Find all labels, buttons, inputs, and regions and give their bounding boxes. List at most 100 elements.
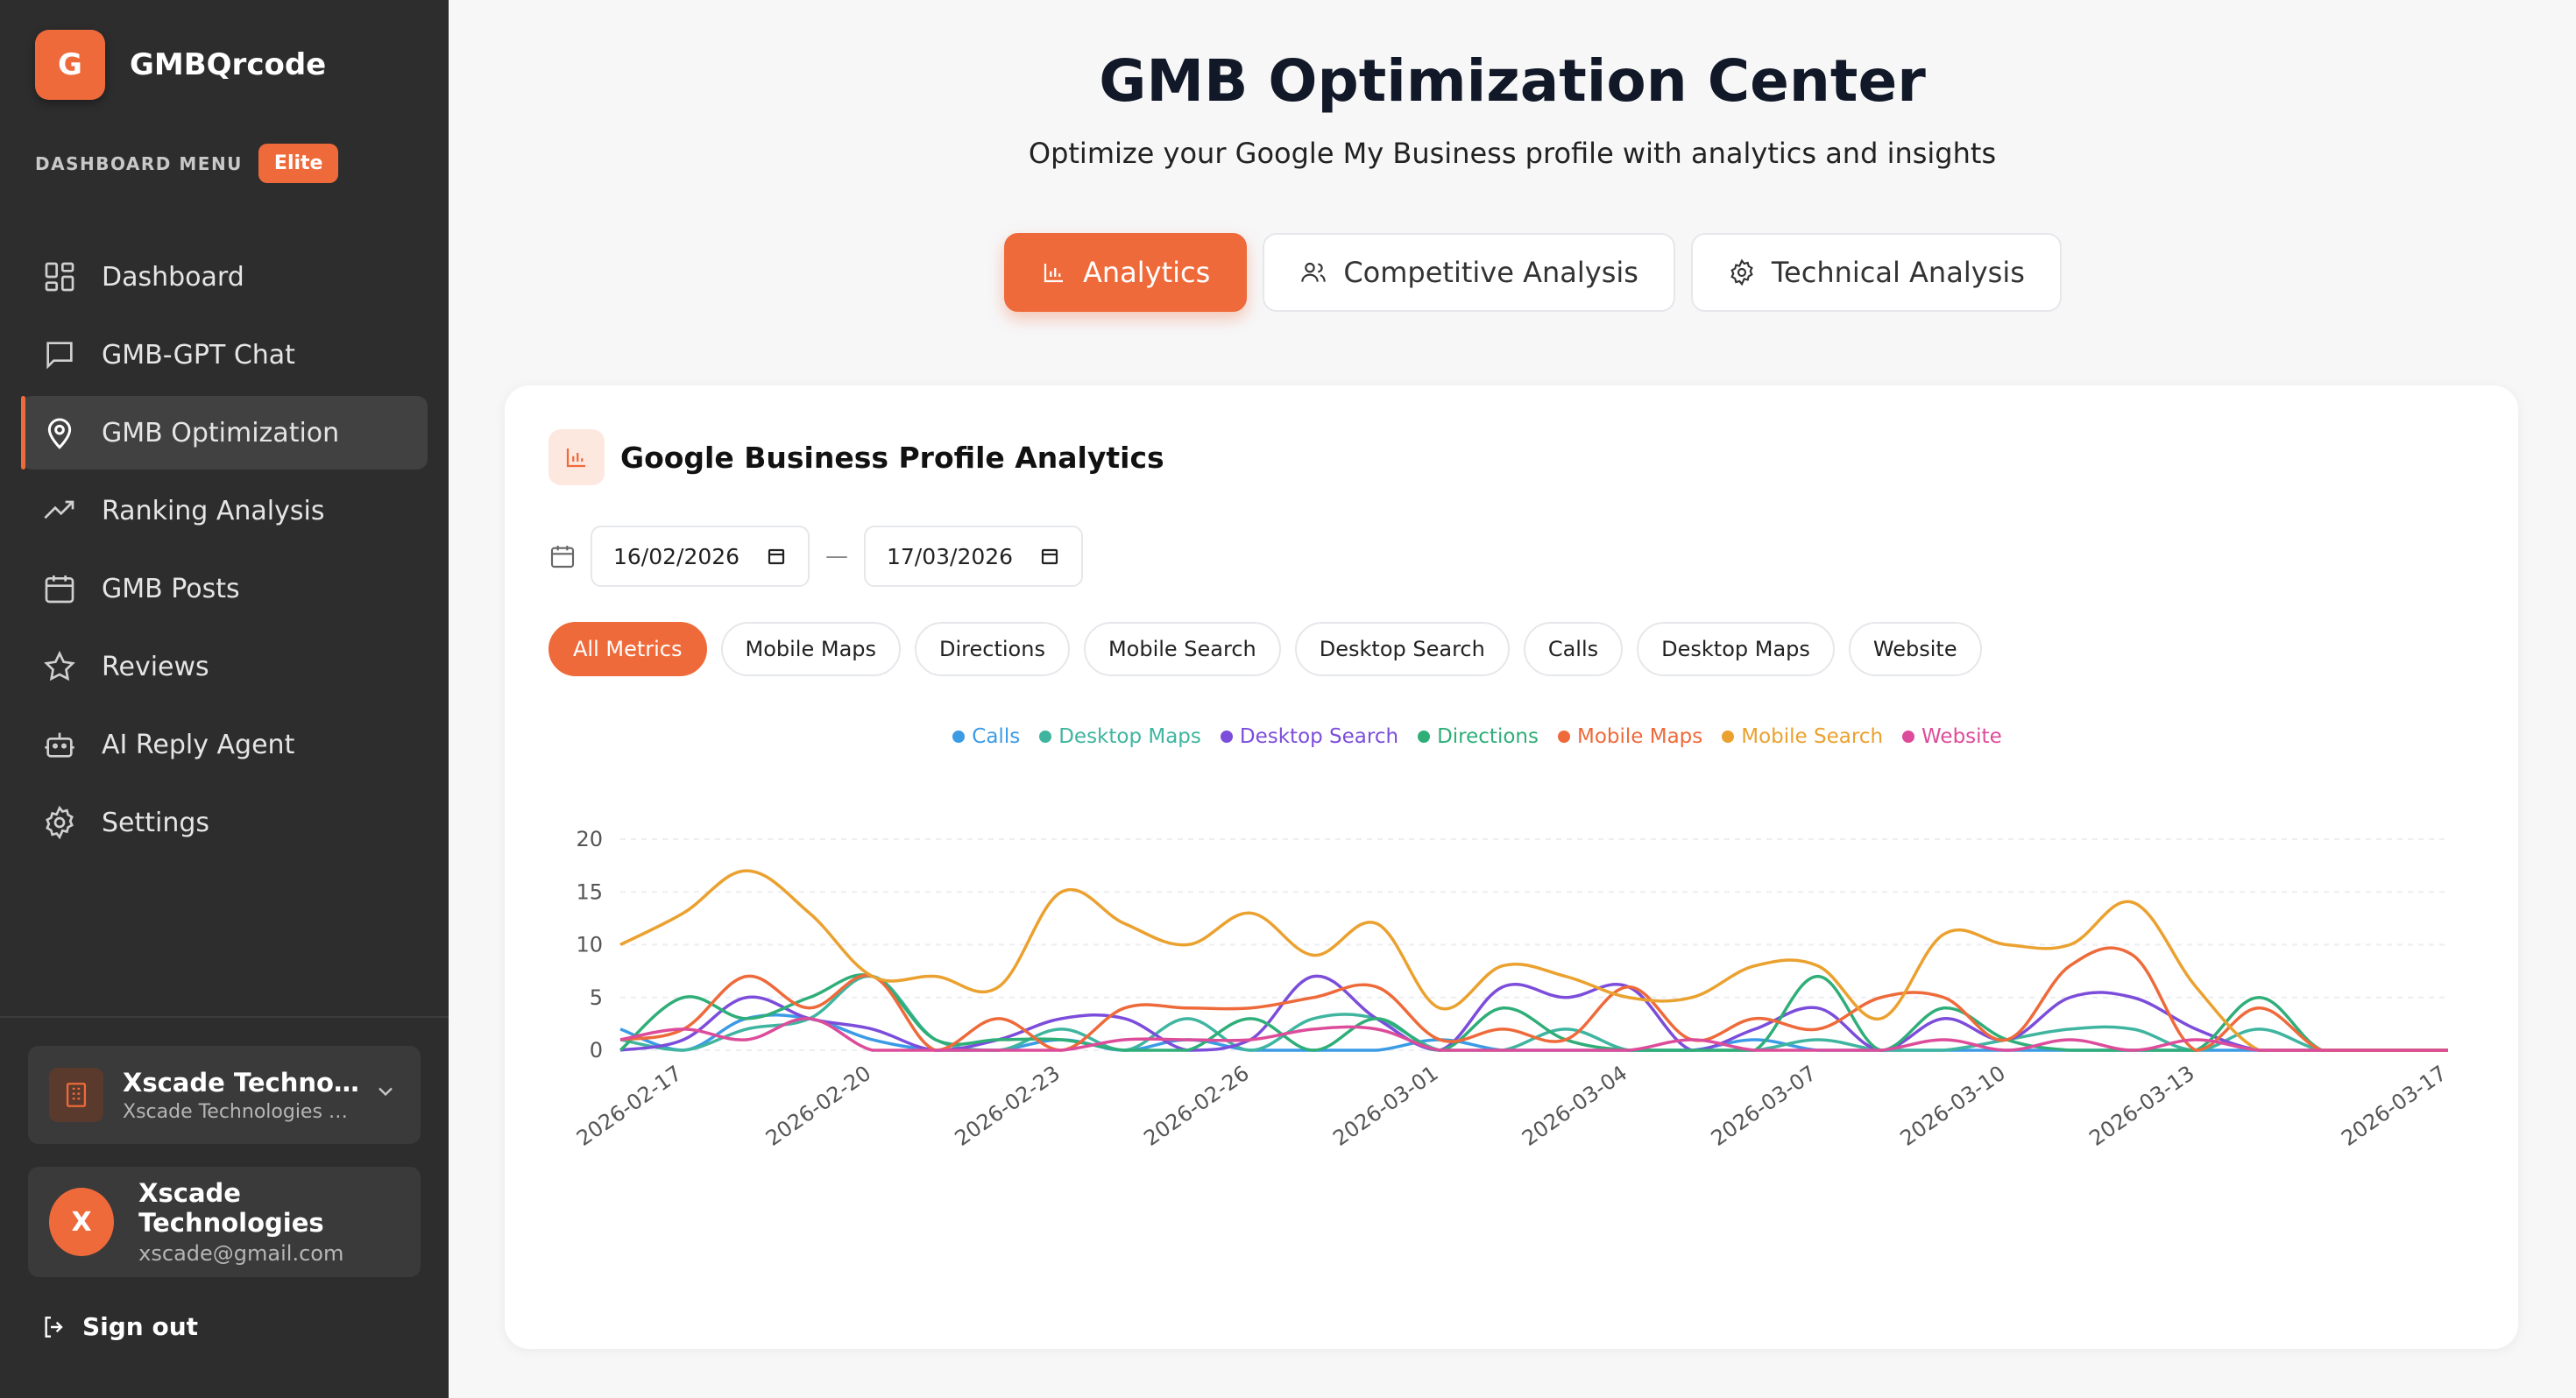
brand-logo: G [35, 30, 105, 100]
x-tick-label: 2026-03-17 [2337, 1061, 2451, 1151]
legend-label: Website [1921, 725, 2002, 748]
filter-calls[interactable]: Calls [1523, 622, 1624, 676]
legend-item[interactable]: Website [1902, 725, 2002, 748]
filter-mobile-maps[interactable]: Mobile Maps [720, 622, 902, 676]
calendar-icon[interactable] [1039, 546, 1060, 567]
business-selector[interactable]: Xscade Technolog... Xscade Technologies … [28, 1046, 421, 1144]
x-tick-label: 2026-02-26 [1139, 1061, 1253, 1151]
series-line-mobile-search[interactable] [619, 869, 2448, 1052]
filter-desktop-maps[interactable]: Desktop Maps [1637, 622, 1835, 676]
legend-label: Directions [1437, 725, 1539, 748]
main-content: GMB Optimization Center Optimize your Go… [449, 0, 2576, 1398]
gear-icon [1730, 258, 1753, 286]
legend-label: Calls [972, 725, 1021, 748]
sign-out-icon [45, 1316, 63, 1338]
x-tick-label: 2026-02-17 [572, 1061, 686, 1151]
sidebar-item-label: Settings [102, 807, 210, 838]
page-subtitle: Optimize your Google My Business profile… [1028, 137, 1997, 170]
menu-heading-label: DASHBOARD MENU [35, 152, 243, 174]
filter-desktop-search[interactable]: Desktop Search [1294, 622, 1510, 676]
x-tick-label: 2026-02-23 [951, 1061, 1065, 1151]
sidebar-item-reviews[interactable]: Reviews [21, 630, 428, 703]
brand-name: GMBQrcode [130, 47, 327, 82]
sidebar-divider [0, 1016, 449, 1018]
x-tick-label: 2026-03-13 [2084, 1061, 2198, 1151]
sign-out-button[interactable]: Sign out [40, 1312, 198, 1341]
tab-competitive-analysis[interactable]: Competitive Analysis [1263, 233, 1675, 312]
avatar: X [49, 1188, 115, 1256]
filter-all-metrics[interactable]: All Metrics [548, 622, 707, 676]
legend-item[interactable]: Directions [1418, 725, 1539, 748]
gear-icon [42, 805, 77, 840]
x-tick-label: 2026-03-01 [1328, 1061, 1442, 1151]
y-tick-label: 10 [576, 933, 603, 957]
analytics-chart: Calls Desktop Maps Desktop Search Direction… [505, 710, 2518, 1340]
tab-analytics[interactable]: Analytics [1004, 233, 1248, 312]
tab-bar: Analytics Competitive Analysis Technical… [1004, 233, 2077, 312]
legend-item[interactable]: Desktop Maps [1039, 725, 1201, 748]
x-tick-label: 2026-03-07 [1707, 1061, 1821, 1151]
legend-swatch [1557, 731, 1570, 743]
filter-mobile-search[interactable]: Mobile Search [1083, 622, 1281, 676]
x-tick-label: 2026-02-20 [761, 1061, 875, 1151]
legend-item[interactable]: Mobile Maps [1557, 725, 1703, 748]
x-tick-label: 2026-03-10 [1896, 1061, 2010, 1151]
end-date-input[interactable]: 17/03/2026 [864, 526, 1083, 587]
sidebar-item-label: Ranking Analysis [102, 495, 325, 526]
analytics-card-title: Google Business Profile Analytics [620, 440, 1164, 475]
legend-item[interactable]: Desktop Search [1220, 725, 1398, 748]
sidebar-nav: Dashboard GMB-GPT Chat GMB Optimization … [21, 240, 428, 864]
chat-icon [42, 337, 77, 372]
sidebar-item-label: GMB Posts [102, 573, 240, 604]
y-tick-label: 20 [576, 827, 603, 851]
series-line-website[interactable] [619, 1017, 2448, 1052]
brand[interactable]: G GMBQrcode [35, 30, 326, 100]
start-date-input[interactable]: 16/02/2026 [591, 526, 810, 587]
sidebar-item-settings[interactable]: Settings [21, 786, 428, 859]
star-icon [42, 649, 77, 684]
sidebar-item-gmb-posts[interactable]: GMB Posts [21, 552, 428, 625]
metric-filters: All Metrics Mobile Maps Directions Mobil… [548, 622, 1996, 676]
end-date-value: 17/03/2026 [887, 543, 1014, 569]
filter-directions[interactable]: Directions [915, 622, 1070, 676]
start-date-value: 16/02/2026 [613, 543, 740, 569]
y-tick-label: 15 [576, 879, 603, 904]
analytics-card-header: Google Business Profile Analytics [548, 429, 1164, 485]
sidebar-item-label: Dashboard [102, 261, 244, 293]
calendar-icon[interactable] [766, 546, 787, 567]
bar-chart-icon [548, 429, 605, 485]
legend-swatch [1039, 731, 1052, 743]
legend-label: Desktop Maps [1058, 725, 1201, 748]
legend-swatch [1722, 731, 1735, 743]
y-tick-label: 5 [590, 985, 603, 1010]
sidebar-item-gmb-gpt-chat[interactable]: GMB-GPT Chat [21, 318, 428, 392]
sidebar-item-label: GMB Optimization [102, 417, 340, 448]
legend-item[interactable]: Mobile Search [1722, 725, 1883, 748]
sidebar-item-ranking-analysis[interactable]: Ranking Analysis [21, 474, 428, 547]
legend-swatch [952, 731, 966, 743]
page-title: GMB Optimization Center [1099, 47, 1926, 115]
legend-label: Mobile Maps [1576, 725, 1703, 748]
grid-icon [42, 259, 77, 294]
sidebar-item-label: Reviews [102, 651, 209, 682]
map-pin-icon [42, 415, 77, 450]
sidebar-item-dashboard[interactable]: Dashboard [21, 240, 428, 314]
filter-website[interactable]: Website [1848, 622, 1982, 676]
legend-swatch [1220, 731, 1233, 743]
user-profile[interactable]: X Xscade Technologies xscade@gmail.com [28, 1167, 421, 1277]
user-email: xscade@gmail.com [138, 1241, 344, 1266]
date-separator: — [825, 543, 848, 569]
series-line-mobile-maps[interactable] [619, 946, 2448, 1052]
legend-item[interactable]: Calls [952, 725, 1020, 748]
plan-badge: Elite [258, 144, 339, 183]
trending-up-icon [42, 493, 77, 528]
bar-chart-icon [1044, 264, 1063, 283]
business-subtitle: Xscade Technologies Pv... [123, 1100, 359, 1123]
sidebar-item-ai-reply-agent[interactable]: AI Reply Agent [21, 708, 428, 781]
tab-label: Technical Analysis [1771, 256, 2025, 289]
legend-swatch [1418, 731, 1431, 743]
legend-label: Mobile Search [1741, 725, 1884, 748]
sidebar-item-gmb-optimization[interactable]: GMB Optimization [21, 396, 428, 470]
tab-technical-analysis[interactable]: Technical Analysis [1690, 233, 2062, 312]
sidebar-item-label: AI Reply Agent [102, 729, 295, 760]
